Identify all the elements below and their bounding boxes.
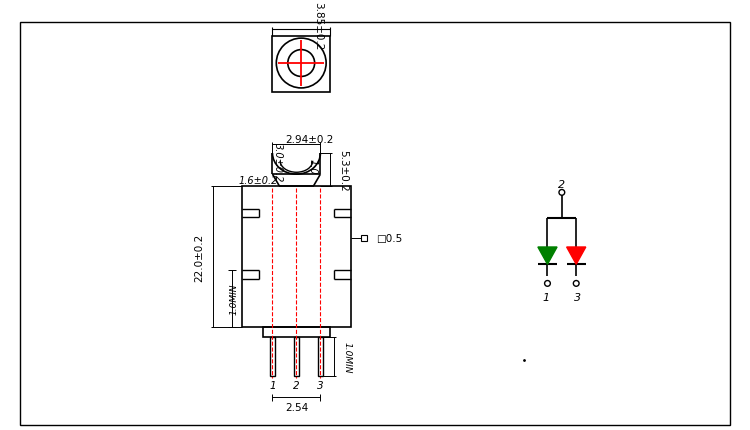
Text: 1: 1 <box>269 380 276 390</box>
Text: 22.0±0.2: 22.0±0.2 <box>195 233 205 281</box>
Bar <box>269 337 275 377</box>
Text: 2.54: 2.54 <box>285 402 308 412</box>
Text: 2: 2 <box>293 380 300 390</box>
Circle shape <box>544 281 550 287</box>
Text: 1.0MIN: 1.0MIN <box>230 283 238 315</box>
Text: 2.94±0.2: 2.94±0.2 <box>286 135 334 144</box>
Text: 1.0: 1.0 <box>308 158 318 174</box>
Polygon shape <box>538 247 557 264</box>
Text: 3: 3 <box>574 292 580 302</box>
Bar <box>293 337 299 377</box>
Text: 1.0MIN: 1.0MIN <box>343 341 352 372</box>
Circle shape <box>573 281 579 287</box>
Text: 2: 2 <box>558 179 566 189</box>
Bar <box>317 337 323 377</box>
Text: 5.3±0.2: 5.3±0.2 <box>338 149 349 191</box>
Bar <box>242 186 351 328</box>
Circle shape <box>559 190 565 196</box>
Text: 3: 3 <box>317 380 324 390</box>
Polygon shape <box>567 247 586 264</box>
Text: □0.5: □0.5 <box>376 234 402 244</box>
Text: 3.0±0.2: 3.0±0.2 <box>273 143 284 182</box>
Text: 3.85±0.2: 3.85±0.2 <box>314 1 323 50</box>
Bar <box>361 235 368 242</box>
Bar <box>263 328 330 337</box>
Bar <box>272 37 330 92</box>
Text: 1: 1 <box>543 292 550 302</box>
Text: 1.6±0.2: 1.6±0.2 <box>238 175 278 185</box>
